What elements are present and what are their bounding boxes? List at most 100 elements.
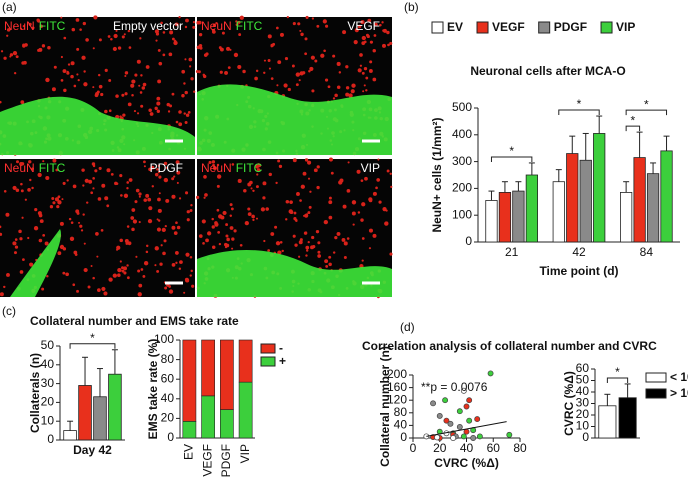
cell-dot [151,185,155,188]
cell-dot [174,22,179,27]
cell-dot [386,30,390,35]
cell-dot [135,255,138,258]
cell-dot [81,168,85,172]
cell-dot [341,238,346,242]
cell-dot [215,21,218,25]
cell-dot [307,177,311,180]
cell-dot [178,267,182,270]
cell-dot [22,43,26,47]
cell-dot [365,89,368,92]
cell-dot [357,68,362,73]
cell-dot [334,236,338,240]
cell-dot [219,70,223,74]
cell-dot [173,39,177,43]
cell-dot [295,219,298,223]
cell-dot [254,76,258,81]
cell-dot [60,79,64,82]
point [476,433,483,440]
cell-dot [156,101,161,106]
cell-dot [13,71,17,75]
cell-dot [121,269,125,273]
cell-dot [117,273,121,277]
cell-dot [385,209,388,212]
cell-dot [157,48,161,52]
bar [620,192,633,243]
cell-dot [85,38,89,42]
cell-dot [293,211,297,215]
cell-dot [14,245,19,249]
cell-dot [76,211,80,215]
cell-dot [41,44,46,48]
cell-dot [92,164,96,168]
cell-dot [127,241,132,246]
stain-label: FITC [236,19,263,33]
cell-dot [351,200,357,205]
cell-dot [361,41,366,46]
y-tick-label: 60 [576,361,590,375]
cell-dot [128,178,133,182]
cell-dot [227,66,231,69]
cell-dot [286,16,289,19]
cell-dot [115,94,119,98]
cell-dot [49,205,54,209]
cell-dot [315,230,320,234]
cell-dot [143,160,146,164]
legend-swatch [260,356,276,367]
cell-dot [383,28,387,33]
cell-dot [128,46,132,49]
cell-dot [131,208,136,212]
cell-dot [156,269,160,273]
cell-dot [134,73,138,77]
cell-dot [124,74,127,78]
cell-dot [346,237,350,240]
y-tick-label: 200 [387,367,407,381]
cell-dot [6,273,10,277]
cell-dot [385,221,389,225]
y-tick-label: 30 [41,376,55,390]
cell-dot [15,55,19,59]
cell-dot [275,26,279,30]
cell-dot [162,31,166,34]
cell-dot [294,243,298,247]
cell-dot [198,44,203,48]
cell-dot [20,27,23,30]
cell-dot [313,168,318,173]
cell-dot [256,173,259,176]
cell-dot [183,82,186,85]
x-axis-label: Time point (d) [539,264,618,278]
cell-dot [204,193,208,197]
cell-dot [267,59,271,62]
cell-dot [255,164,259,169]
cell-dot [175,160,180,165]
cell-dot [20,182,23,186]
cell-dot [21,61,25,65]
cell-dot [156,218,159,221]
cell-dot [350,89,355,94]
point [463,428,470,435]
cell-dot [252,218,255,222]
cell-dot [218,242,222,246]
cell-dot [22,25,25,28]
cell-dot [83,82,88,87]
cell-dot [328,255,332,259]
legend-label: VIP [616,20,635,34]
cell-dot [60,16,63,19]
legend-swatch [260,343,276,354]
cell-dot [345,65,349,69]
cell-dot [295,83,299,87]
cell-dot [292,22,296,26]
cell-dot [12,241,17,246]
point [487,370,494,377]
cell-dot [82,184,85,187]
significance-bracket [625,109,668,116]
cell-dot [119,238,124,243]
image-title: VEGF [347,19,380,33]
cell-dot [299,71,304,76]
cell-dot [368,197,373,202]
cell-dot [306,249,309,252]
panel-label: (a) [2,0,17,14]
cell-dot [184,121,188,125]
cell-dot [9,55,12,58]
cell-dot [276,84,279,87]
cell-dot [148,168,151,171]
